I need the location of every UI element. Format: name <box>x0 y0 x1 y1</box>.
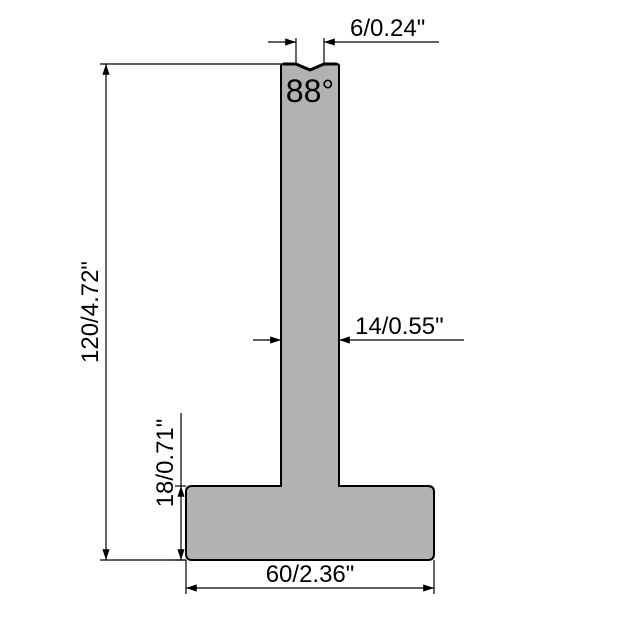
base-width-label: 60/2.36" <box>266 561 355 588</box>
angle-label: 88° <box>286 73 334 109</box>
base-height-label: 18/0.71" <box>152 419 179 508</box>
top-width-label: 6/0.24" <box>350 15 425 42</box>
t-die-profile <box>186 64 434 560</box>
technical-drawing: 120/4.72" 18/0.71" 60/2.36" 6/0.24" 88° … <box>0 0 618 618</box>
dim-base-height: 18/0.71" <box>152 413 186 560</box>
dim-top-width: 6/0.24" <box>268 15 439 64</box>
stem-width-label: 14/0.55" <box>355 313 444 340</box>
total-height-label: 120/4.72" <box>77 261 104 363</box>
dim-base-width: 60/2.36" <box>186 560 434 594</box>
